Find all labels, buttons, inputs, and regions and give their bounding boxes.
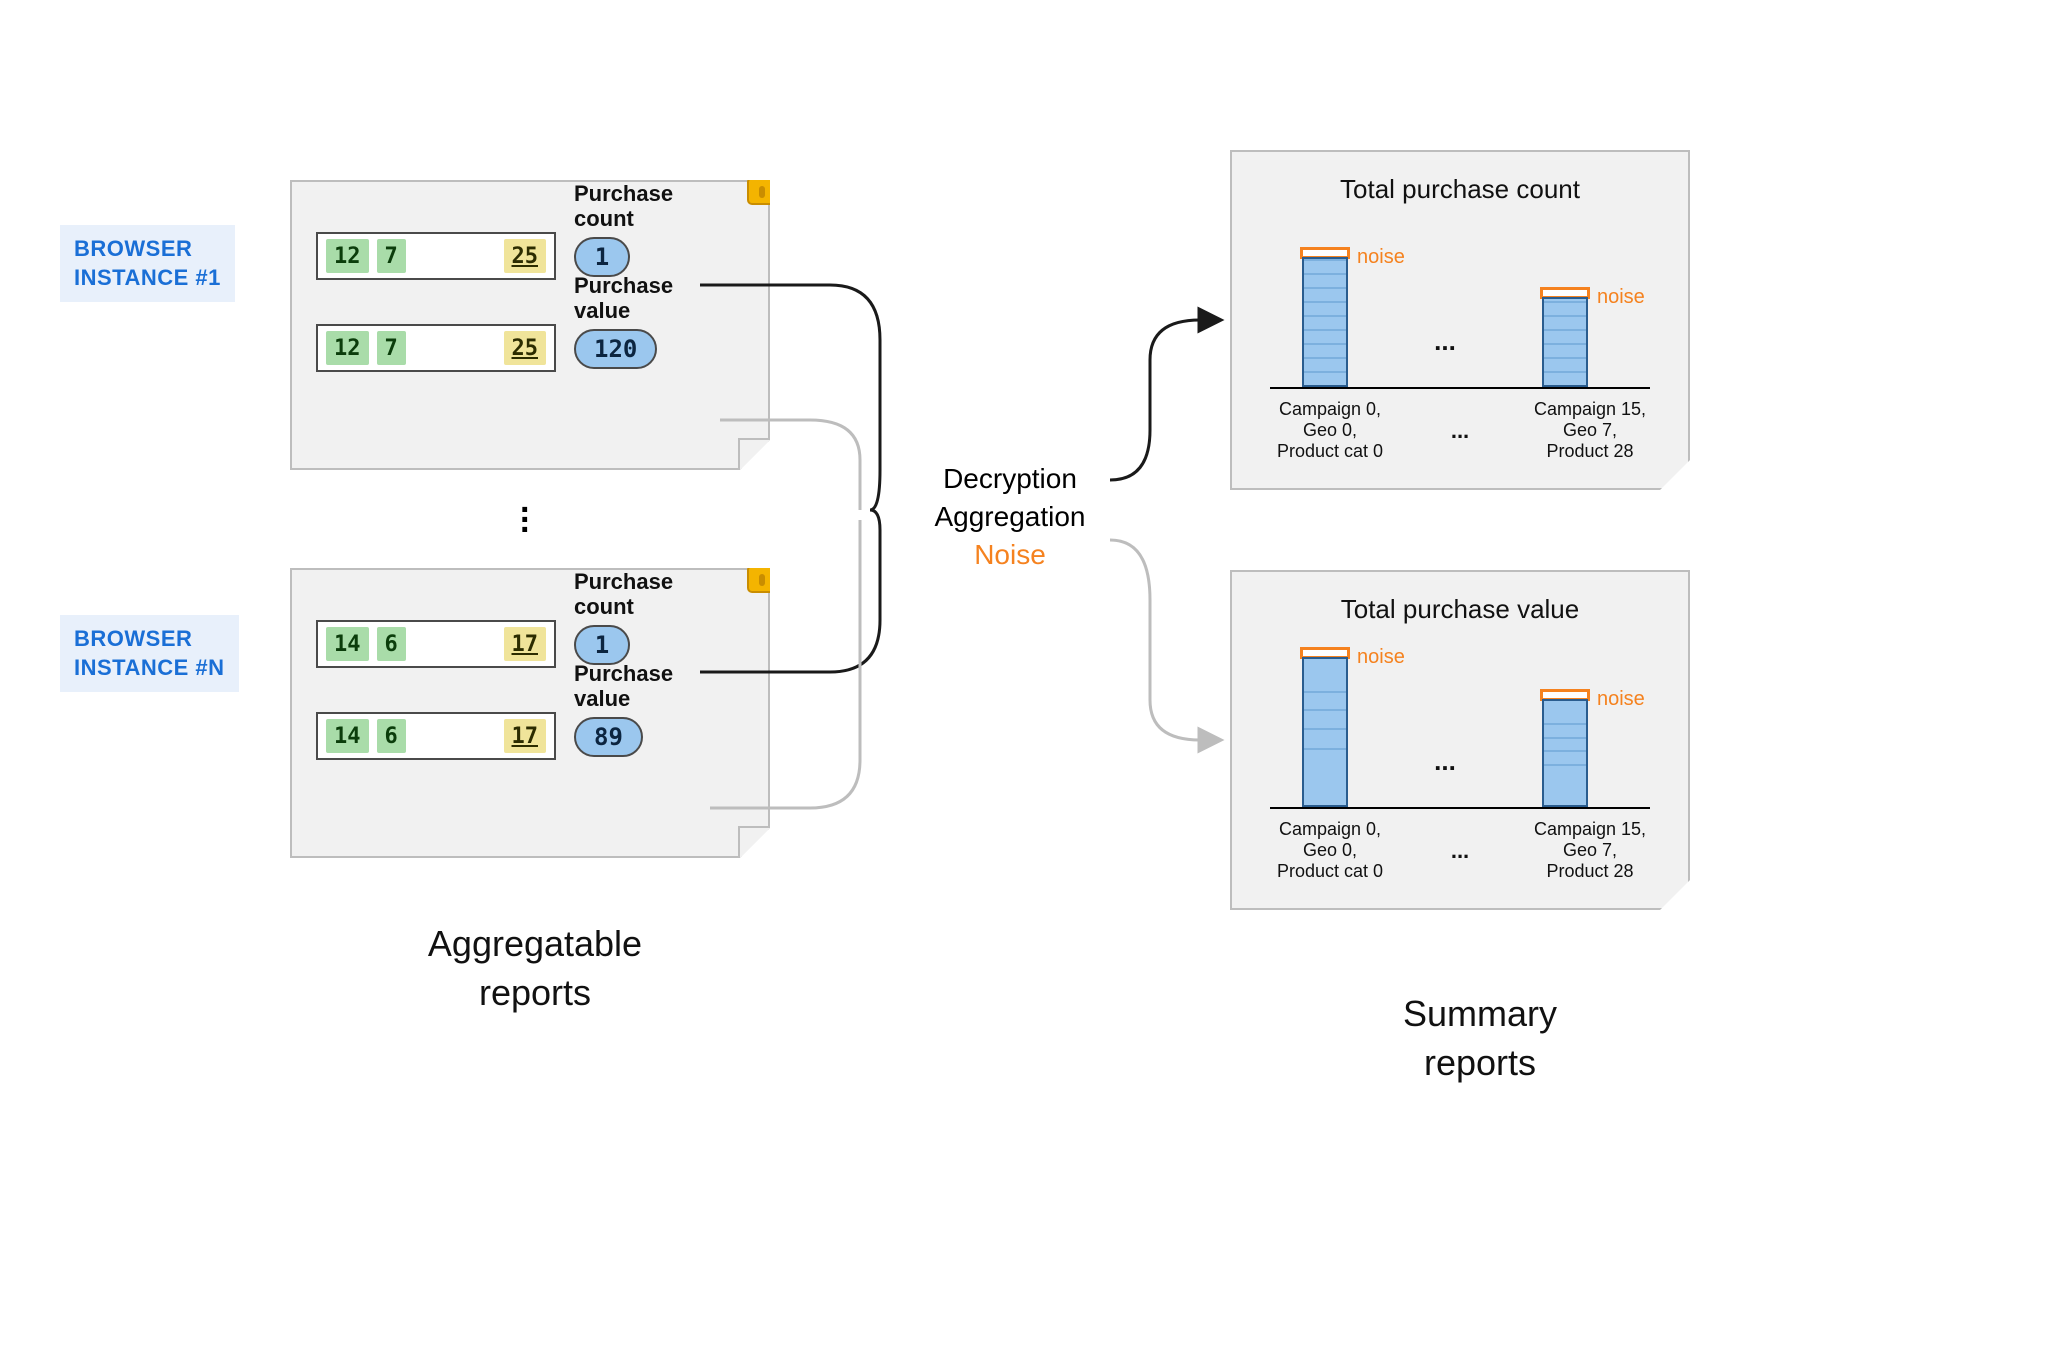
key-strip: 14 6 17	[316, 712, 556, 760]
key-chip: 6	[377, 627, 406, 661]
record-value-row: 12 7 25 Purchase value 120	[316, 324, 744, 372]
bar-group-left: noise	[1300, 247, 1350, 387]
aggregatable-report-1: 12 7 25 Purchase count 1 12 7 25 Purchas…	[290, 180, 770, 470]
aggregatable-report-n: 14 6 17 Purchase count 1 14 6 17 Purchas…	[290, 568, 770, 858]
key-chip: 17	[504, 719, 547, 753]
key-strip: 14 6 17	[316, 620, 556, 668]
chart-area: noise ... noise	[1270, 219, 1650, 389]
summary-reports-label: Summary reports	[1350, 990, 1610, 1087]
key-strip: 12 7 25	[316, 324, 556, 372]
bar-group-right: noise	[1540, 689, 1590, 807]
summary-report-count: Total purchase count noise ... noise Cam…	[1230, 150, 1690, 490]
axis-ellipsis: ...	[1451, 418, 1469, 444]
bar-group-right: noise	[1540, 287, 1590, 387]
key-chip: 7	[377, 239, 406, 273]
bar	[1302, 657, 1348, 807]
count-pill: 1	[574, 237, 630, 277]
diagram-canvas: BROWSER INSTANCE #1 BROWSER INSTANCE #N …	[0, 0, 2048, 1372]
vertical-ellipsis: ···	[520, 505, 533, 535]
key-chip: 14	[326, 627, 369, 661]
aggregatable-reports-label: Aggregatable reports	[380, 920, 690, 1017]
browser-instance-1-label: BROWSER INSTANCE #1	[60, 225, 235, 302]
value-label: Purchase value	[574, 661, 673, 712]
browser-label-line1: BROWSER	[74, 626, 192, 651]
record-count-row: 14 6 17 Purchase count 1	[316, 620, 744, 668]
lock-icon	[742, 548, 782, 596]
value-pill: 89	[574, 717, 643, 757]
value-label: Purchase count	[574, 181, 673, 232]
key-chip: 7	[377, 331, 406, 365]
axis-label-right: Campaign 15, Geo 7, Product 28	[1520, 819, 1660, 882]
record-value-row: 14 6 17 Purchase value 89	[316, 712, 744, 760]
browser-label-line2: INSTANCE #N	[74, 655, 225, 680]
axis-labels: Campaign 0, Geo 0, Product cat 0 ... Cam…	[1260, 399, 1660, 462]
bar-group-left: noise	[1300, 647, 1350, 807]
noise-label: noise	[1357, 246, 1405, 269]
value-label: Purchase value	[574, 273, 673, 324]
bar	[1542, 297, 1588, 387]
chart-ellipsis: ...	[1434, 746, 1456, 807]
summary-title: Total purchase value	[1260, 594, 1660, 625]
key-chip: 6	[377, 719, 406, 753]
count-pill: 1	[574, 625, 630, 665]
noise-label: noise	[1357, 646, 1405, 669]
lock-icon	[742, 160, 782, 208]
bar	[1302, 257, 1348, 387]
bar	[1542, 699, 1588, 807]
center-line-decryption: Decryption	[910, 460, 1110, 498]
center-process-text: Decryption Aggregation Noise	[910, 460, 1110, 573]
axis-ellipsis: ...	[1451, 838, 1469, 864]
key-chip: 14	[326, 719, 369, 753]
key-strip: 12 7 25	[316, 232, 556, 280]
axis-labels: Campaign 0, Geo 0, Product cat 0 ... Cam…	[1260, 819, 1660, 882]
key-chip: 12	[326, 239, 369, 273]
key-chip: 17	[504, 627, 547, 661]
summary-title: Total purchase count	[1260, 174, 1660, 205]
center-line-aggregation: Aggregation	[910, 498, 1110, 536]
browser-label-line1: BROWSER	[74, 236, 192, 261]
value-label: Purchase count	[574, 569, 673, 620]
summary-report-value: Total purchase value noise ... noise Cam…	[1230, 570, 1690, 910]
record-count-row: 12 7 25 Purchase count 1	[316, 232, 744, 280]
chart-ellipsis: ...	[1434, 326, 1456, 387]
browser-label-line2: INSTANCE #1	[74, 265, 221, 290]
chart-area: noise ... noise	[1270, 639, 1650, 809]
noise-label: noise	[1597, 286, 1645, 309]
key-chip: 25	[504, 331, 547, 365]
axis-label-right: Campaign 15, Geo 7, Product 28	[1520, 399, 1660, 462]
key-chip: 25	[504, 239, 547, 273]
center-line-noise: Noise	[910, 536, 1110, 574]
noise-label: noise	[1597, 688, 1645, 711]
axis-label-left: Campaign 0, Geo 0, Product cat 0	[1260, 399, 1400, 462]
value-pill: 120	[574, 329, 657, 369]
key-chip: 12	[326, 331, 369, 365]
axis-label-left: Campaign 0, Geo 0, Product cat 0	[1260, 819, 1400, 882]
browser-instance-n-label: BROWSER INSTANCE #N	[60, 615, 239, 692]
